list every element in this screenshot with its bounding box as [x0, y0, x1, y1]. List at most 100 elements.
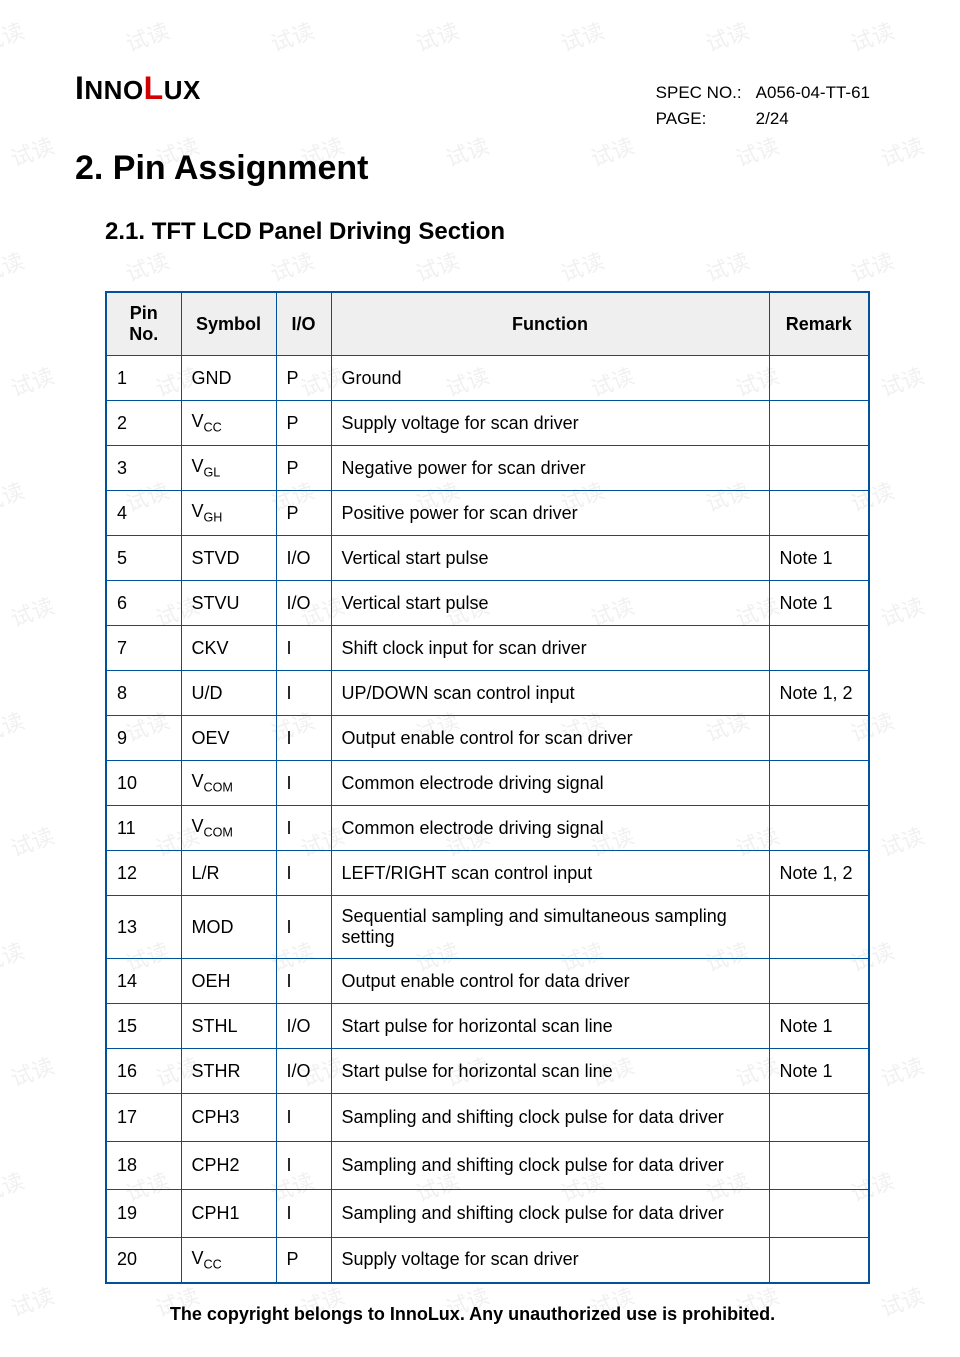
logo-part-1: I: [75, 70, 84, 106]
cell-function: Sampling and shifting clock pulse for da…: [331, 1094, 769, 1142]
cell-function: Positive power for scan driver: [331, 491, 769, 536]
cell-function: LEFT/RIGHT scan control input: [331, 851, 769, 896]
cell-function: Output enable control for data driver: [331, 959, 769, 1004]
cell-remark: [769, 806, 869, 851]
cell-io: I/O: [276, 1049, 331, 1094]
cell-remark: [769, 1142, 869, 1190]
spec-no-value: A056-04-TT-61: [756, 80, 870, 106]
cell-function: Negative power for scan driver: [331, 446, 769, 491]
pin-table: Pin No. Symbol I/O Function Remark 1GNDP…: [105, 291, 870, 1284]
cell-remark: Note 1: [769, 1049, 869, 1094]
footer-text: The copyright belongs to InnoLux. Any un…: [75, 1304, 870, 1325]
cell-remark: [769, 1190, 869, 1238]
logo-part-3: L: [144, 70, 164, 106]
cell-function: Supply voltage for scan driver: [331, 401, 769, 446]
cell-function: Vertical start pulse: [331, 536, 769, 581]
cell-remark: [769, 401, 869, 446]
cell-pin: 3: [106, 446, 181, 491]
cell-io: I/O: [276, 1004, 331, 1049]
cell-symbol: VCOM: [181, 761, 276, 806]
cell-pin: 18: [106, 1142, 181, 1190]
logo-part-4: UX: [164, 75, 201, 105]
cell-symbol: VCOM: [181, 806, 276, 851]
cell-pin: 4: [106, 491, 181, 536]
cell-pin: 16: [106, 1049, 181, 1094]
cell-function: Vertical start pulse: [331, 581, 769, 626]
table-row: 6STVUI/OVertical start pulseNote 1: [106, 581, 869, 626]
cell-remark: [769, 761, 869, 806]
cell-io: P: [276, 356, 331, 401]
cell-pin: 12: [106, 851, 181, 896]
cell-remark: [769, 1238, 869, 1283]
cell-pin: 19: [106, 1190, 181, 1238]
table-row: 11VCOMICommon electrode driving signal: [106, 806, 869, 851]
page-content: INNOLUX SPEC NO.: A056-04-TT-61 PAGE: 2/…: [75, 70, 870, 1325]
cell-pin: 9: [106, 716, 181, 761]
cell-symbol: OEV: [181, 716, 276, 761]
cell-symbol: VCC: [181, 1238, 276, 1283]
table-row: 13MODISequential sampling and simultaneo…: [106, 896, 869, 959]
cell-remark: Note 1, 2: [769, 671, 869, 716]
cell-remark: [769, 626, 869, 671]
table-row: 9OEVIOutput enable control for scan driv…: [106, 716, 869, 761]
cell-function: Shift clock input for scan driver: [331, 626, 769, 671]
cell-remark: [769, 896, 869, 959]
cell-remark: Note 1: [769, 581, 869, 626]
cell-symbol: VGL: [181, 446, 276, 491]
cell-io: P: [276, 491, 331, 536]
table-row: 18CPH2ISampling and shifting clock pulse…: [106, 1142, 869, 1190]
table-row: 5STVDI/OVertical start pulseNote 1: [106, 536, 869, 581]
table-row: 12L/RILEFT/RIGHT scan control inputNote …: [106, 851, 869, 896]
cell-function: Supply voltage for scan driver: [331, 1238, 769, 1283]
col-io: I/O: [276, 292, 331, 356]
cell-symbol: CKV: [181, 626, 276, 671]
cell-io: P: [276, 401, 331, 446]
cell-symbol: VCC: [181, 401, 276, 446]
cell-io: P: [276, 1238, 331, 1283]
cell-io: I: [276, 716, 331, 761]
table-header-row: Pin No. Symbol I/O Function Remark: [106, 292, 869, 356]
table-row: 20VCCPSupply voltage for scan driver: [106, 1238, 869, 1283]
cell-symbol: STVD: [181, 536, 276, 581]
cell-io: P: [276, 446, 331, 491]
table-row: 8U/DIUP/DOWN scan control inputNote 1, 2: [106, 671, 869, 716]
cell-pin: 2: [106, 401, 181, 446]
cell-remark: Note 1: [769, 1004, 869, 1049]
col-symbol: Symbol: [181, 292, 276, 356]
cell-remark: [769, 959, 869, 1004]
page-label: PAGE:: [656, 106, 756, 132]
cell-symbol: L/R: [181, 851, 276, 896]
cell-function: Ground: [331, 356, 769, 401]
cell-function: Common electrode driving signal: [331, 806, 769, 851]
table-row: 7CKVIShift clock input for scan driver: [106, 626, 869, 671]
heading-1: 2. Pin Assignment: [75, 149, 870, 188]
table-row: 1GNDPGround: [106, 356, 869, 401]
cell-symbol: VGH: [181, 491, 276, 536]
cell-function: UP/DOWN scan control input: [331, 671, 769, 716]
cell-pin: 13: [106, 896, 181, 959]
cell-io: I: [276, 896, 331, 959]
cell-symbol: CPH2: [181, 1142, 276, 1190]
cell-symbol: CPH1: [181, 1190, 276, 1238]
table-row: 2VCCPSupply voltage for scan driver: [106, 401, 869, 446]
table-row: 17CPH3ISampling and shifting clock pulse…: [106, 1094, 869, 1142]
logo-part-2: NNO: [84, 75, 143, 105]
cell-pin: 14: [106, 959, 181, 1004]
cell-function: Sampling and shifting clock pulse for da…: [331, 1142, 769, 1190]
cell-io: I: [276, 1190, 331, 1238]
table-row: 10VCOMICommon electrode driving signal: [106, 761, 869, 806]
cell-symbol: U/D: [181, 671, 276, 716]
cell-io: I: [276, 1094, 331, 1142]
cell-io: I: [276, 761, 331, 806]
cell-function: Common electrode driving signal: [331, 761, 769, 806]
cell-pin: 11: [106, 806, 181, 851]
heading-2: 2.1. TFT LCD Panel Driving Section: [105, 218, 870, 246]
cell-function: Output enable control for scan driver: [331, 716, 769, 761]
table-row: 4VGHPPositive power for scan driver: [106, 491, 869, 536]
cell-function: Start pulse for horizontal scan line: [331, 1004, 769, 1049]
logo: INNOLUX: [75, 70, 201, 107]
cell-io: I: [276, 806, 331, 851]
cell-symbol: STHR: [181, 1049, 276, 1094]
cell-remark: [769, 716, 869, 761]
cell-io: I: [276, 959, 331, 1004]
